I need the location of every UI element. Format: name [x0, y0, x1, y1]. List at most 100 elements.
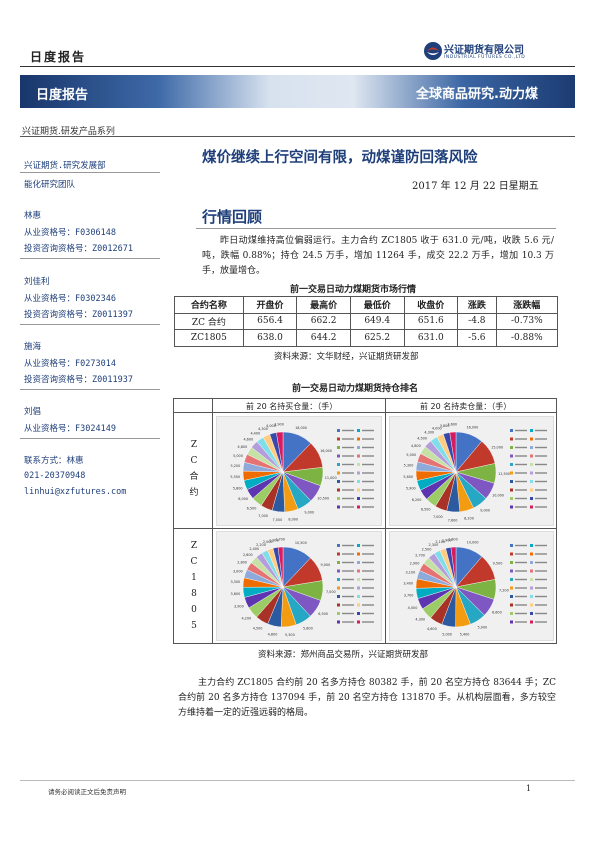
legend-entry-bar [515, 612, 527, 615]
pie-data-label: 11,500 [498, 472, 510, 476]
pie-data-label: 3,800 [440, 424, 450, 428]
legend-swatch [337, 454, 340, 458]
legend-entry-bar [342, 587, 354, 589]
legend-entry-bar [535, 438, 547, 440]
sidebar-dept: 兴证期货.研究发展部 [24, 161, 106, 171]
legend-swatch [357, 488, 360, 492]
contact-phone: 021-20370948 [24, 471, 86, 481]
legend-entry-bar [342, 621, 354, 623]
legend-entry-bar [362, 489, 374, 491]
legend-entry-bar [342, 612, 354, 615]
legend-entry-bar [342, 429, 354, 432]
pie-data-label: 6,500 [421, 508, 431, 512]
legend-swatch [357, 505, 360, 509]
pie-data-label: 5,600 [403, 475, 413, 479]
footer-disclaimer: 请务必阅读正文后免责声明 [48, 788, 126, 796]
legend-entry-bar [535, 612, 547, 615]
pie-data-label: 9,000 [480, 509, 490, 513]
contact-email[interactable]: linhui@xzfutures.com [24, 487, 127, 497]
legend-entry-bar [362, 480, 374, 483]
pie-data-label: 6,500 [318, 612, 328, 616]
row-label-char: 合 [189, 472, 199, 482]
pie-slice [450, 546, 457, 588]
pie-data-label: 3,000 [233, 569, 243, 573]
legend-swatch [337, 480, 340, 483]
pie-data-label: 4,800 [411, 444, 421, 448]
pie-data-label: 4,800 [268, 632, 278, 636]
legend-swatch [530, 552, 533, 556]
pie-data-label: 6,500 [247, 507, 257, 511]
legend-entry-bar [535, 463, 547, 466]
legend-entry-bar [342, 544, 354, 547]
legend-swatch [337, 552, 340, 556]
legend-entry-bar [362, 506, 374, 508]
legend-entry-bar [362, 561, 374, 564]
legend-swatch [530, 454, 533, 458]
legend-swatch [337, 463, 340, 466]
banner [20, 75, 575, 108]
legend-swatch [510, 612, 513, 615]
legend-entry-bar [535, 604, 547, 606]
pie-slice [276, 431, 284, 473]
row-label-char: 8 [191, 589, 197, 599]
analyst-invest: 投资咨询资格号：Z0012671 [24, 244, 133, 254]
pie-data-label: 11,000 [325, 476, 337, 480]
legend-swatch [530, 603, 533, 607]
legend-swatch [530, 497, 533, 500]
pie-chart-zc1805-sell: 10,000 9,500 7,200 6,600 5,900 5,400 5,000 4,60… [403, 538, 547, 637]
legend-entry-bar [342, 570, 354, 572]
legend-swatch [357, 578, 360, 581]
legend-swatch [510, 561, 513, 564]
section-divider [196, 228, 556, 229]
pie-data-label: 5,000 [406, 453, 416, 457]
legend-swatch [337, 429, 340, 432]
legend-swatch [530, 586, 533, 590]
legend-entry-bar [342, 506, 354, 508]
table-cell: 631.0 [403, 329, 459, 347]
analyst-name: 刘倡 [24, 407, 42, 417]
legend-entry-bar [535, 429, 547, 432]
chart-col-header-sell: 前 20 名持卖仓量：（手） [420, 402, 512, 411]
legend-swatch [530, 437, 533, 441]
market-table: 合约名称 开盘价 最高价 最低价 收盘价 涨跌 涨跌幅 ZC 合约 656.4 … [174, 296, 559, 347]
pie-data-label: 3,900 [274, 423, 284, 427]
chart-col-header-buy: 前 20 名持买仓量：（手） [246, 402, 338, 411]
legend-swatch [510, 480, 513, 483]
pie-data-label: 4,800 [238, 445, 248, 449]
legend-swatch [357, 603, 360, 607]
pie-data-label: 5,800 [233, 486, 243, 490]
legend-swatch [337, 505, 340, 509]
legend-swatch [510, 463, 513, 466]
legend-entry-bar [362, 446, 374, 449]
legend-swatch [510, 505, 513, 509]
pie-panel-zc-sell: 16,000 15,000 11,500 10,000 9,000 8,200 7,600 7… [389, 416, 554, 526]
pie-data-label: 4,600 [243, 437, 253, 441]
legend-swatch [530, 544, 533, 547]
sidebar-team: 能化研究团队 [24, 180, 76, 190]
pie-data-label: 5,300 [285, 633, 295, 637]
pie-chart-zc1805-buy: 10,500 9,000 7,000 6,500 5,800 5,300 4,800 4,50… [230, 538, 374, 637]
legend-swatch [337, 471, 340, 475]
table-cell: 662.2 [296, 312, 351, 330]
pie-data-label: 3,400 [403, 581, 413, 585]
pie-data-label: 10,500 [317, 497, 329, 501]
pie-data-label: 6,600 [492, 611, 502, 615]
legend-entry-bar [535, 587, 547, 589]
legend-swatch [530, 595, 533, 598]
legend-entry-bar [535, 621, 547, 623]
table-source: 资料来源：文华财经，兴证期货研发部 [274, 352, 419, 362]
legend-swatch [357, 552, 360, 556]
legend-swatch [337, 544, 340, 547]
pie-data-label: 7,600 [448, 518, 458, 522]
analyst-invest: 投资咨询资格号：Z0011397 [24, 310, 133, 320]
pie-data-label: 2,700 [415, 554, 425, 558]
legend-entry-bar [515, 621, 527, 623]
position-analysis-paragraph: 主力合约 ZC1805 合约前 20 名多方持仓 80382 手，前 20 名空… [178, 678, 556, 718]
legend-entry-bar [535, 553, 547, 555]
legend-entry-bar [342, 446, 354, 449]
row-label-char: Z [190, 440, 198, 450]
legend-entry-bar [515, 544, 527, 547]
pie-data-label: 4,300 [258, 427, 268, 431]
analyst-cert: 从业资格号：F0306148 [24, 228, 116, 238]
chart-grid-line [173, 528, 557, 529]
